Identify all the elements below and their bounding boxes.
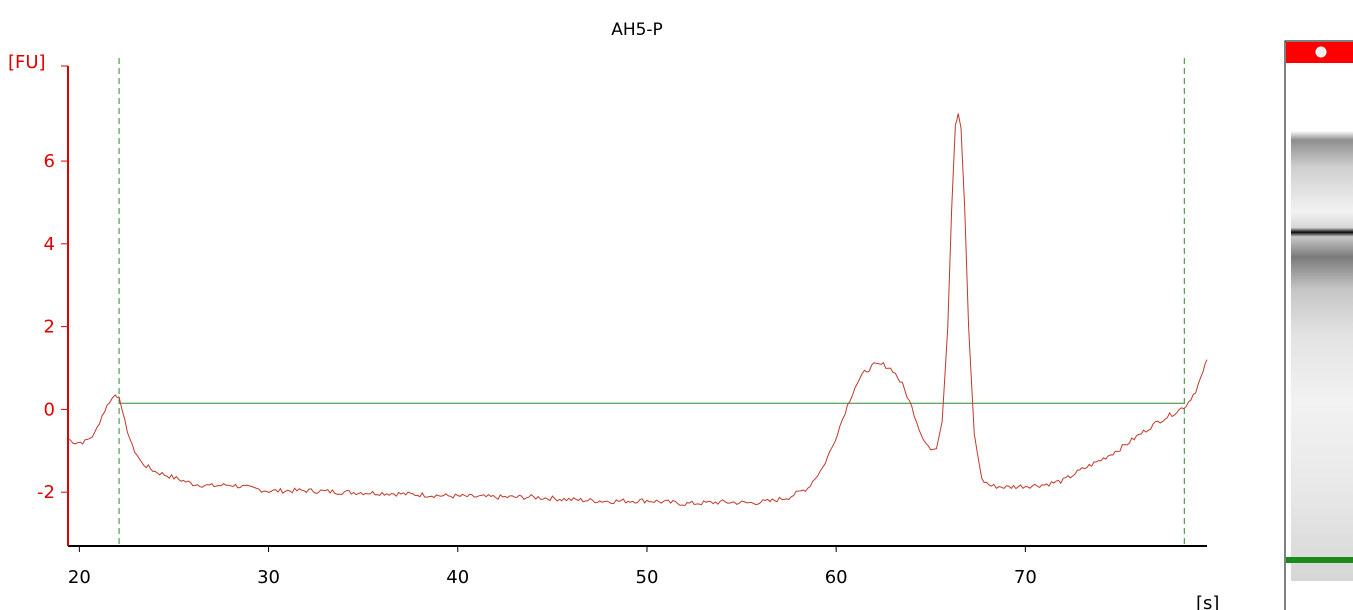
- x-tick-label-20: 20: [68, 567, 91, 588]
- y-tick-label-2: 2: [44, 317, 55, 338]
- gel-lane: [1284, 40, 1353, 610]
- gel-bottom-marker-band: [1286, 557, 1353, 563]
- x-axis-unit-label: [s]: [1196, 593, 1219, 610]
- x-tick-label-70: 70: [1014, 567, 1037, 588]
- y-tick-label-4: 4: [44, 234, 55, 255]
- chart-title: AH5-P: [611, 20, 663, 40]
- y-axis: -2 0 2 4 6: [37, 65, 69, 546]
- x-tick-label-50: 50: [636, 567, 659, 588]
- x-tick-label-40: 40: [446, 567, 469, 588]
- y-tick-label-6: 6: [44, 151, 55, 172]
- y-tick-label--2: -2: [37, 482, 55, 503]
- gel-lane-body: [1291, 131, 1353, 581]
- x-tick-label-60: 60: [825, 567, 848, 588]
- x-tick-label-30: 30: [257, 567, 280, 588]
- gel-top-marker-dot: [1315, 46, 1327, 58]
- trace-line: [67, 113, 1208, 507]
- x-axis: 20 30 40 50 60 70: [68, 545, 1207, 588]
- electropherogram-chart: AH5-P [FU] [s] 20 30 40 50 60 70 -2 0 2 4 6: [8, 20, 1219, 610]
- trace-group: [67, 113, 1208, 507]
- y-tick-label-0: 0: [44, 399, 55, 420]
- marker-lines: [118, 58, 1185, 546]
- y-axis-unit-label: [FU]: [8, 52, 46, 73]
